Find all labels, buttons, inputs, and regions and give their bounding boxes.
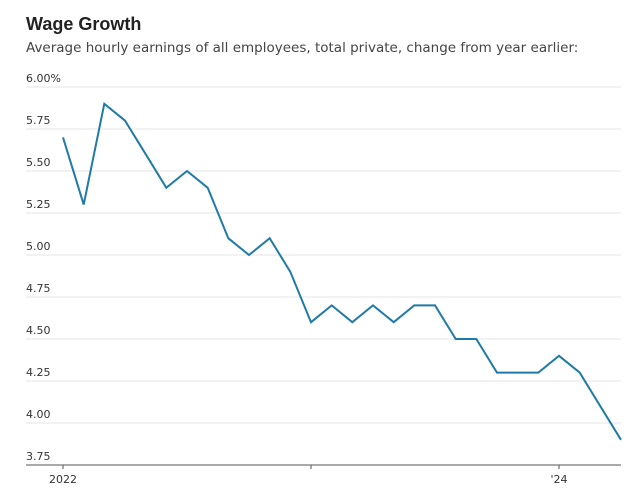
gridlines bbox=[26, 86, 621, 466]
y-axis: 6.00% 5.75 5.50 5.25 5.00 4.75 4.50 4.25 4.00 3.7… bbox=[26, 72, 61, 463]
y-tick-label: 4.50 bbox=[26, 324, 51, 337]
y-tick-label: 4.25 bbox=[26, 366, 51, 379]
x-tick-label: '24 bbox=[550, 473, 567, 486]
series bbox=[62, 101, 622, 441]
y-tick-label: 5.25 bbox=[26, 198, 51, 211]
x-axis: 2022 '24 bbox=[49, 465, 568, 486]
x-tick-label: 2022 bbox=[49, 473, 77, 486]
y-tick-label: 6.00% bbox=[26, 72, 61, 85]
y-tick-label: 3.75 bbox=[26, 450, 51, 463]
y-tick-label: 4.75 bbox=[26, 282, 51, 295]
chart-title: Wage Growth bbox=[26, 14, 142, 34]
y-tick-label: 4.00 bbox=[26, 408, 51, 421]
series-line bbox=[62, 101, 622, 441]
y-tick-label: 5.50 bbox=[26, 156, 51, 169]
y-tick-label: 5.00 bbox=[26, 240, 51, 253]
chart-subtitle: Average hourly earnings of all employees… bbox=[26, 40, 579, 56]
y-tick-label: 5.75 bbox=[26, 114, 51, 127]
